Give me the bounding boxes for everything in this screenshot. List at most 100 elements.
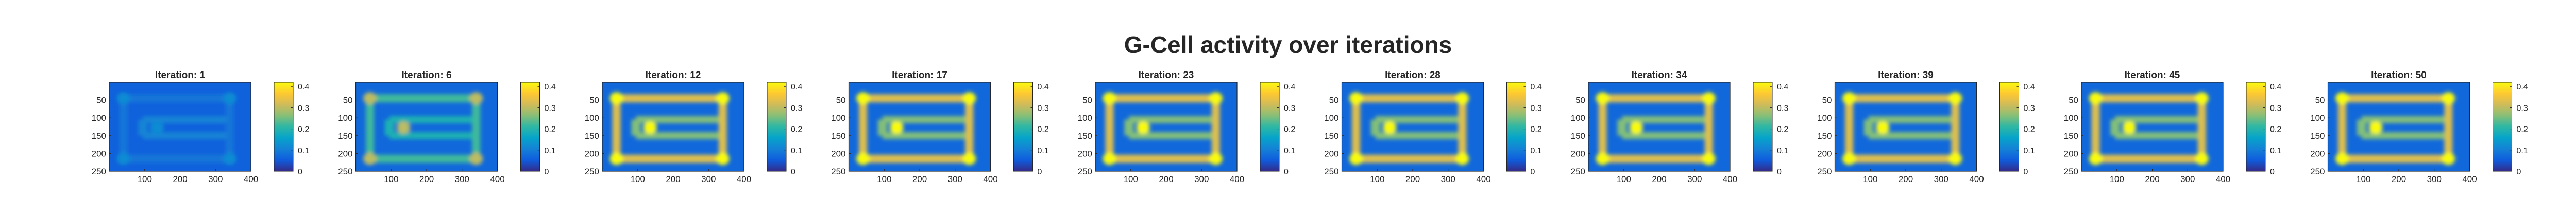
heatmap-image: [1588, 82, 1730, 171]
colorbar-tick-label: 0.1: [2024, 147, 2035, 155]
y-tick-label: 200: [338, 149, 352, 158]
activity-hotspot: [962, 92, 976, 105]
colorbar-tick-label: 0.4: [791, 83, 802, 92]
colorbar-tick-label: 0.1: [1038, 147, 1049, 155]
activity-hotspot: [1596, 92, 1609, 105]
activity-band-bottom: [1109, 154, 1216, 163]
y-tick-label: 250: [92, 167, 106, 176]
activity-band-bottom: [370, 154, 477, 163]
colorbar-tick-label: 0.1: [2517, 147, 2528, 155]
colorbar-tick-label: 0.3: [298, 104, 309, 113]
x-tick-label: 200: [1159, 174, 1173, 184]
x-tick-label: 100: [877, 174, 891, 184]
y-tick-label: 100: [585, 113, 599, 123]
y-tick-label: 100: [1571, 113, 1585, 123]
colorbar-tick-label: 0.1: [1531, 147, 1542, 155]
activity-inner-bar: [1129, 132, 1212, 139]
x-tick-label: 200: [1405, 174, 1420, 184]
colorbar-tick-label: 0.4: [1531, 83, 1542, 92]
colorbar-tick-label: 0.2: [1777, 125, 1788, 134]
activity-inner-bar: [2115, 132, 2198, 139]
x-tick-label: 400: [983, 174, 997, 184]
activity-band-left: [366, 98, 374, 159]
activity-hotspot: [223, 92, 236, 105]
x-tick-label: 200: [1652, 174, 1666, 184]
activity-band-left: [2338, 98, 2346, 159]
heatmap-image: [2081, 82, 2223, 171]
y-tick-label: 200: [2310, 149, 2325, 158]
activity-band-right: [1951, 98, 1960, 159]
colorbar: [2493, 82, 2512, 172]
activity-hotspot: [1209, 152, 1223, 165]
colorbar: [1013, 82, 1033, 172]
y-tick-label: 50: [1329, 96, 1339, 105]
panel-title: Iteration: 12: [646, 70, 701, 81]
activity-hotspot: [2369, 121, 2383, 134]
colorbar-tick-label: 0.3: [1531, 104, 1542, 113]
activity-band-left: [1598, 98, 1607, 159]
x-tick-label: 100: [631, 174, 645, 184]
activity-band-right: [2444, 98, 2453, 159]
activity-inner-bar: [882, 116, 966, 123]
x-tick-label: 400: [2216, 174, 2230, 184]
colorbar-tick-label: 0.3: [2517, 104, 2528, 113]
activity-inner-bar: [1863, 119, 1873, 136]
activity-hotspot: [150, 121, 164, 134]
heatmap-image: [355, 82, 498, 171]
y-tick-label: 100: [1324, 113, 1338, 123]
heatmap-panel-iteration-39: Iteration: 39 100 200 300 400 50 100 150 200 250 0…: [1817, 70, 2035, 184]
y-tick-label: 250: [1571, 167, 1585, 176]
activity-hotspot: [716, 92, 730, 105]
y-tick-label: 100: [92, 113, 106, 123]
y-tick-label: 250: [2310, 167, 2325, 176]
colorbar-tick-label: 0: [2024, 168, 2028, 176]
x-tick-label: 400: [244, 174, 258, 184]
colorbar-tick-label: 0.2: [2517, 125, 2528, 134]
activity-hotspot: [962, 152, 976, 165]
colorbar: [1753, 82, 1773, 172]
heatmap-image: [1835, 82, 1977, 171]
heatmap-panel-iteration-34: Iteration: 34 100 200 300 400 50 100 150 200 250 0…: [1571, 70, 1789, 184]
activity-inner-bar: [1129, 116, 1212, 123]
colorbar-tick-label: 0.4: [545, 83, 556, 92]
activity-band-right: [1211, 98, 1220, 159]
x-tick-label: 300: [948, 174, 962, 184]
heatmap-image: [1095, 82, 1237, 171]
x-tick-label: 300: [2180, 174, 2195, 184]
colorbar-tick-label: 0.4: [2270, 83, 2281, 92]
activity-band-top: [863, 94, 970, 103]
heatmap-image: [849, 82, 991, 171]
x-tick-label: 400: [737, 174, 751, 184]
activity-inner-bar: [384, 119, 394, 136]
activity-band-left: [2091, 98, 2100, 159]
x-tick-label: 200: [1899, 174, 1913, 184]
activity-hotspot: [1383, 121, 1397, 134]
heatmap-image: [1342, 82, 1484, 171]
activity-inner-bar: [636, 116, 719, 123]
activity-inner-bar: [143, 132, 226, 139]
panel-title: Iteration: 6: [401, 70, 451, 81]
panel-title: Iteration: 50: [2371, 70, 2427, 81]
activity-inner-bar: [2115, 116, 2198, 123]
activity-band-right: [472, 98, 481, 159]
y-tick-label: 250: [1324, 167, 1338, 176]
activity-hotspot: [116, 152, 130, 165]
colorbar: [274, 82, 294, 172]
colorbar-tick-label: 0.4: [1038, 83, 1049, 92]
x-tick-label: 200: [173, 174, 187, 184]
panel-title: Iteration: 45: [2125, 70, 2180, 81]
activity-inner-bar: [138, 119, 148, 136]
x-tick-label: 100: [138, 174, 152, 184]
activity-band-top: [616, 94, 723, 103]
activity-hotspot: [1596, 152, 1609, 165]
x-tick-label: 100: [384, 174, 398, 184]
activity-band-right: [965, 98, 974, 159]
colorbar-tick-label: 0.4: [2517, 83, 2528, 92]
x-tick-label: 100: [1370, 174, 1384, 184]
activity-band-left: [1352, 98, 1360, 159]
colorbar-tick-label: 0: [545, 168, 549, 176]
x-tick-label: 200: [419, 174, 434, 184]
heatmap-image: [602, 82, 744, 171]
colorbar-tick-label: 0.2: [2024, 125, 2035, 134]
activity-band-top: [1109, 94, 1216, 103]
